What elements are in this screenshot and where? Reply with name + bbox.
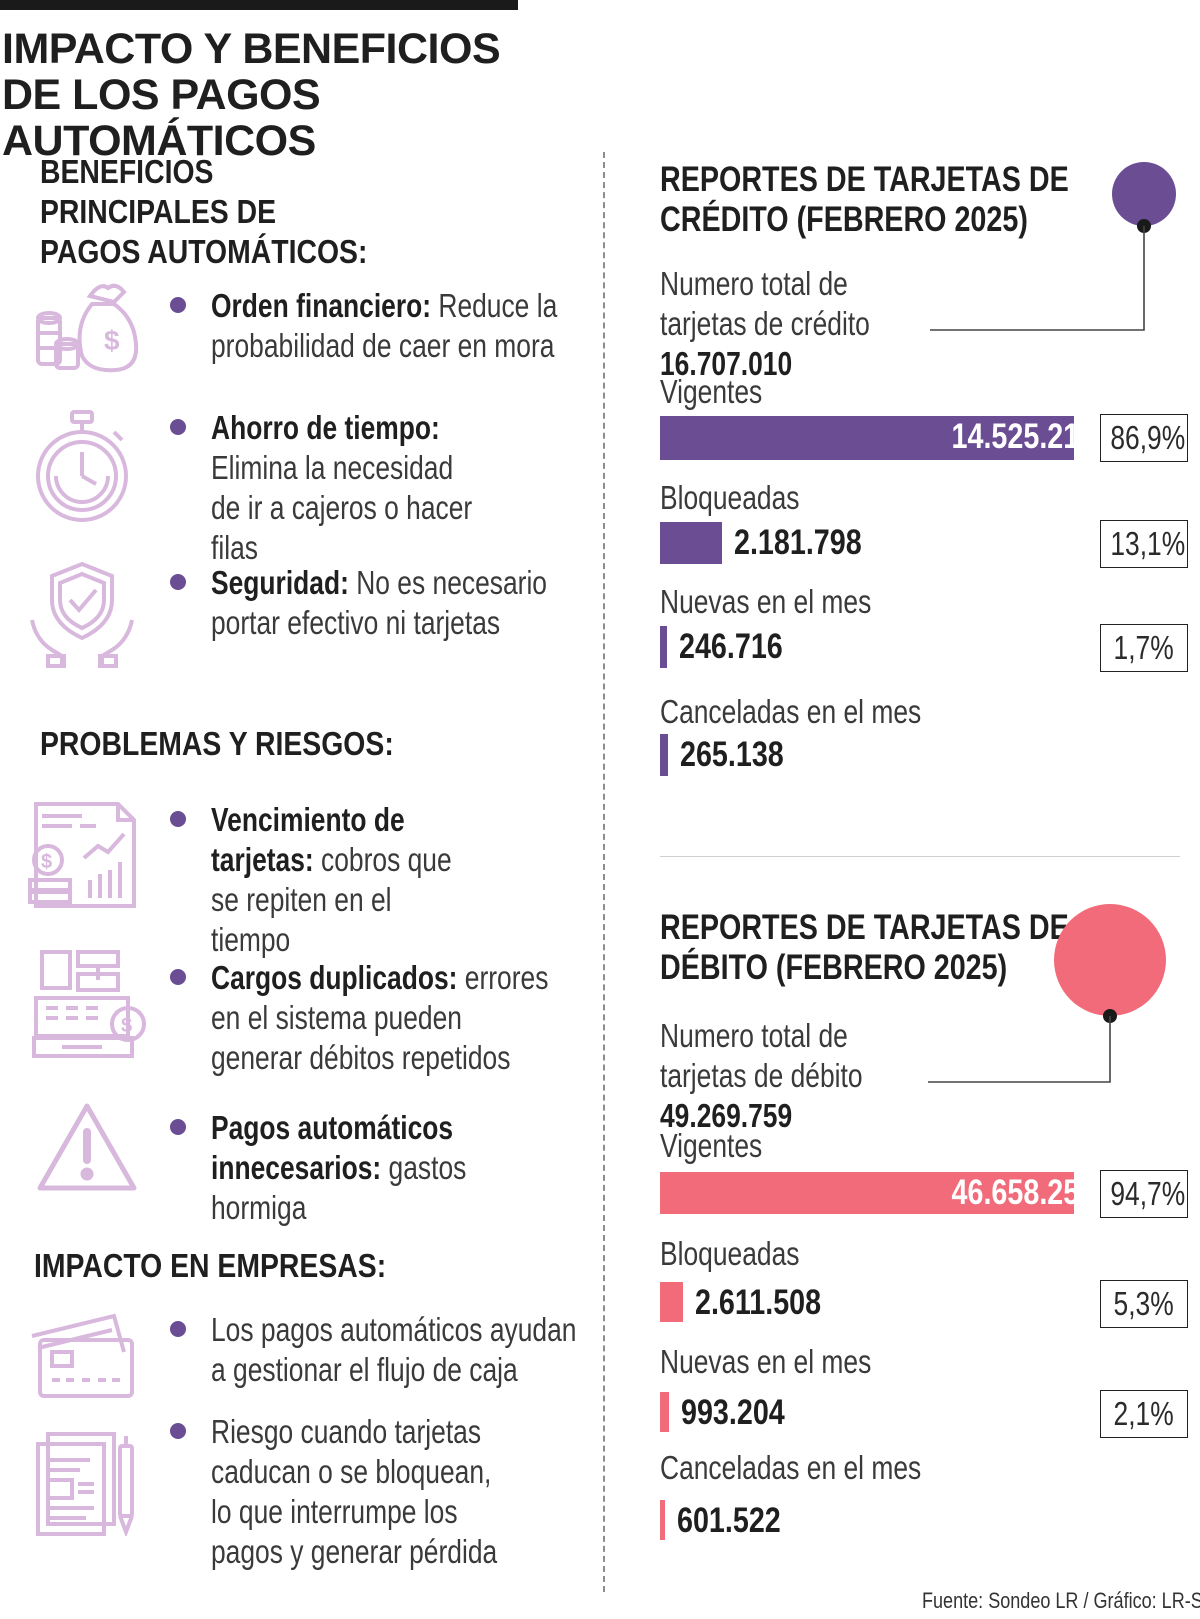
percent-label: 1,7% — [1113, 629, 1175, 666]
top-rule — [0, 0, 518, 10]
percent-box: 5,3% — [1100, 1280, 1188, 1328]
credit-cards-icon — [31, 1313, 134, 1398]
stopwatch-icon — [36, 410, 128, 522]
bar-value-label: 2.611.508 — [695, 1283, 822, 1322]
bar-value-label: 246.716 — [679, 627, 783, 666]
bar-value-label: 993.204 — [680, 1393, 785, 1432]
credit-chart-title: REPORTES DE TARJETAS DE CRÉDITO (FEBRERO… — [660, 160, 1069, 239]
percent-box: 2,1% — [1100, 1390, 1188, 1438]
bar — [660, 734, 668, 776]
category-label: Canceladas en el mes — [660, 1449, 922, 1486]
bar-value-label: 14.525.212 — [951, 417, 1096, 456]
percent-box: 13,1% — [1100, 520, 1188, 568]
category-label: Nuevas en el mes — [660, 583, 872, 620]
bar — [660, 1282, 684, 1322]
percent-box: 1,7% — [1100, 624, 1188, 672]
category-label: Bloqueadas — [660, 479, 800, 516]
financial-report-icon: $ — [28, 802, 136, 908]
category-label: Vigentes — [660, 373, 763, 410]
cash-register-icon: $ — [32, 950, 146, 1058]
category-label: Nuevas en el mes — [660, 1343, 872, 1380]
money-bag-icon: $ — [36, 283, 139, 373]
document-pen-icon — [36, 1432, 134, 1536]
svg-text:$: $ — [104, 325, 120, 356]
section-rule — [660, 856, 1180, 857]
debit-balloon-string — [928, 1016, 1111, 1083]
percent-box: 86,9% — [1100, 414, 1188, 462]
column-divider — [603, 152, 605, 1592]
bar — [660, 522, 723, 564]
percent-label: 2,1% — [1113, 1395, 1175, 1432]
bullet — [170, 969, 186, 985]
debit-balloon-circle — [1054, 904, 1166, 1016]
category-label: Vigentes — [660, 1127, 763, 1164]
bar-value-label: 2.181.798 — [734, 523, 862, 562]
svg-text:$: $ — [121, 1015, 132, 1037]
credit-balloon-string — [930, 226, 1145, 331]
bar — [660, 416, 1074, 460]
bar — [660, 1500, 666, 1540]
percent-box: 94,7% — [1100, 1170, 1188, 1218]
percent-label: 94,7% — [1110, 1175, 1186, 1212]
bar — [660, 1392, 669, 1432]
benefits-heading: BENEFICIOS PRINCIPALES DE PAGOS AUTOMÁTI… — [40, 153, 368, 270]
debit-balloon — [928, 904, 1166, 1083]
bullet — [170, 1321, 186, 1337]
svg-text:$: $ — [41, 851, 52, 873]
category-label: Canceladas en el mes — [660, 693, 922, 730]
bullet — [170, 811, 186, 827]
percent-label: 86,9% — [1110, 419, 1186, 456]
warning-icon — [37, 1103, 137, 1191]
bullet — [170, 297, 186, 313]
bar — [660, 1172, 1074, 1214]
percent-label: 13,1% — [1110, 525, 1186, 562]
business-heading: IMPACTO EN EMPRESAS: — [34, 1247, 387, 1284]
debit-chart-title: REPORTES DE TARJETAS DE DÉBITO (FEBRERO … — [660, 908, 1069, 987]
debit-total: Numero total de tarjetas de débito 49.26… — [660, 1017, 863, 1134]
bar — [660, 626, 668, 668]
page-title: IMPACTO Y BENEFICIOS DE LOS PAGOS AUTOMÁ… — [2, 25, 501, 165]
credit-balloon-circle — [1112, 162, 1176, 226]
source-note: Fuente: Sondeo LR / Gráfico: LR-ST — [922, 1588, 1200, 1613]
bar-value-label: 46.658.251 — [951, 1173, 1096, 1212]
credit-balloon — [930, 162, 1176, 331]
bullet — [170, 1423, 186, 1439]
percent-label: 5,3% — [1113, 1285, 1175, 1322]
bar-value-label: 265.138 — [679, 735, 784, 774]
shield-hands-icon — [30, 561, 134, 668]
category-label: Bloqueadas — [660, 1235, 800, 1272]
bar-value-label: 601.522 — [677, 1501, 782, 1540]
bullet — [170, 419, 186, 435]
bullet — [170, 1119, 186, 1135]
risks-heading: PROBLEMAS Y RIESGOS: — [40, 725, 394, 762]
bullet — [170, 574, 186, 590]
credit-total: Numero total de tarjetas de crédito 16.7… — [660, 265, 870, 382]
